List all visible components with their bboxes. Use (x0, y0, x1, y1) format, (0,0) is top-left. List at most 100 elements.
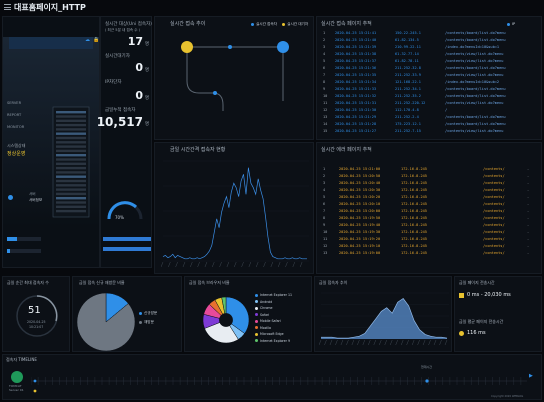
table-cell: /contents/ (483, 237, 505, 241)
table-row[interactable]: 1 2020-04-25 15:21:41 150.22.245.1/content… (323, 31, 537, 37)
table-cell: 172.16.8.245 (401, 216, 427, 220)
table-row[interactable]: 3 2020-04-25 15:21:39 210.99.22.11/index.d… (323, 45, 537, 51)
device-label: 서버 (29, 192, 36, 196)
table-cell: 2020-04-25 15:20:30 (339, 188, 381, 192)
table-row[interactable]: 4 2020-04-25 15:21:38 61.32.77.14/contents… (323, 52, 537, 58)
x-tick (219, 261, 222, 268)
table-cell: 172.16.8.245 (401, 237, 427, 241)
series-line (162, 167, 307, 260)
table-row[interactable]: 11 2020-04-25 15:19:20 172.16.8.245/conten… (323, 237, 537, 243)
table-row[interactable]: 10 2020-04-25 15:19:30 172.16.8.245/conten… (323, 230, 537, 236)
table-cell: 9 (323, 87, 326, 91)
flow-title: 실시간 접속 추이 (170, 21, 206, 27)
table-cell: 2020-04-25 15:19:40 (339, 223, 381, 227)
legend-item: Internet Explorer 11 (255, 293, 311, 300)
table-cell: /index.do?menuId=10&sub=2 (445, 80, 500, 84)
top-bar: 대표홈페이지_HTTP (0, 0, 544, 14)
rack-unit (56, 111, 86, 114)
stat-bar-2 (103, 247, 151, 251)
table-row[interactable]: 5 2020-04-25 15:21:37 61.82.78.11/contents… (323, 59, 537, 65)
x-tick (340, 339, 344, 346)
table-cell: /contents/ (483, 251, 505, 255)
table-cell: 12 (323, 244, 328, 248)
table-cell: 210.99.22.11 (395, 45, 421, 49)
table-row[interactable]: 7 2020-04-25 15:20:00 172.16.8.245/content… (323, 209, 537, 215)
trend-title: 금일 접속자 추이 (319, 280, 348, 285)
new-vs-return-panel: 금일 접속 신규 재방문 비율 신규방문 재방문 (72, 276, 182, 352)
table-row[interactable]: 2 2020-04-25 15:20:50 172.16.8.245/content… (323, 174, 537, 180)
x-tick (373, 339, 376, 346)
table-row[interactable]: 7 2020-04-25 15:21:35 211.252.33.9/content… (323, 73, 537, 79)
table-row[interactable]: 12 2020-04-25 15:21:30 112.170.4.8 / (323, 108, 537, 114)
table-cell: 10 (323, 230, 328, 234)
table-cell: 2020-04-25 15:21:32 (335, 94, 377, 98)
server-label-2: REPORT (7, 113, 22, 117)
table-row[interactable]: 5 2020-04-25 15:20:20 172.16.8.245/content… (323, 195, 537, 201)
new-vs-return-legend: 신규방문 재방문 (139, 311, 157, 325)
x-tick (299, 261, 303, 268)
table-cell: 4 (323, 52, 326, 56)
hourly-chart-panel: 금일 시간간격 접속자 현황 (154, 142, 314, 274)
legend-item: Android (255, 300, 311, 307)
status-value: 정상운영 (7, 151, 26, 157)
table-row[interactable]: 6 2020-04-25 15:20:10 172.16.8.245/content… (323, 202, 537, 208)
table-cell: - (527, 167, 530, 171)
table-row[interactable]: 14 2020-04-25 15:21:28 175.223.12.1/conten… (323, 122, 537, 128)
table-cell: 7 (323, 209, 326, 213)
table-cell: 11 (323, 101, 328, 105)
table-cell: 211.252.34.1 (395, 87, 421, 91)
rack-unit (56, 136, 86, 140)
x-tick (335, 339, 338, 346)
rack-unit (56, 205, 86, 208)
server-icon (11, 371, 23, 383)
table-row[interactable]: 6 2020-04-25 15:21:36 211.252.32.8/content… (323, 66, 537, 72)
table-row[interactable]: 1 2020-04-25 15:21:00 172.16.8.245/content… (323, 167, 537, 173)
max-users-panel: 금일 순간 최대 접속자 수 51 2020-04-25 10:21:07 (2, 276, 70, 352)
rack-unit (56, 179, 86, 183)
table-row[interactable]: 13 2020-04-25 15:19:00 172.16.8.245/conten… (323, 251, 537, 257)
table-cell: /contents/ (483, 223, 505, 227)
server-sub: Server 01 (9, 388, 24, 392)
x-tick (270, 261, 274, 268)
table-row[interactable]: 2 2020-04-25 15:21:40 61.82.134.5/contents… (323, 38, 537, 44)
table-row[interactable]: 13 2020-04-25 15:21:29 211.252.2.4/content… (323, 115, 537, 121)
waiting-unit: 명 (144, 68, 149, 73)
error-pages-panel: 실시간 에러 페이지 추적 1 2020-04-25 15:21:00 172.16… (316, 142, 542, 274)
x-tick (422, 339, 426, 346)
table-cell: 7 (323, 73, 326, 77)
table-cell: 211.252.220.12 (395, 101, 426, 105)
rack-unit (56, 123, 86, 127)
table-row[interactable]: 12 2020-04-25 15:19:10 172.16.8.245/conten… (323, 244, 537, 250)
table-row[interactable]: 11 2020-04-25 15:21:31 211.252.220.12/cont… (323, 101, 537, 107)
timeline-scroll-right[interactable]: ▶ (529, 373, 533, 379)
table-cell: 211.252.2.4 (395, 115, 419, 119)
table-cell: /contents/board/list.do?menu (445, 66, 506, 70)
flow-legend-users: 실시간 접속자 (256, 22, 277, 26)
table-cell: 2020-04-25 15:21:40 (335, 38, 377, 42)
table-cell: 2020-04-25 15:21:28 (335, 122, 377, 126)
table-row[interactable]: 4 2020-04-25 15:20:30 172.16.8.245/content… (323, 188, 537, 194)
menu-icon[interactable] (4, 4, 11, 10)
x-tick (197, 261, 200, 268)
table-row[interactable]: 15 2020-04-25 15:21:27 211.252.7.15/conten… (323, 129, 537, 135)
realtime-pages-panel: 실시간 접속 페이지 추적 IP 1 2020-04-25 15:21:41 150… (316, 16, 542, 140)
x-tick (226, 261, 230, 268)
table-cell: 6 (323, 202, 326, 206)
table-cell: /contents/view/list.do?menu (445, 129, 504, 133)
x-tick (263, 261, 266, 268)
table-row[interactable]: 8 2020-04-25 15:19:50 172.16.8.245/content… (323, 216, 537, 222)
table-row[interactable]: 3 2020-04-25 15:20:40 172.16.8.245/content… (323, 181, 537, 187)
bookmark-icon (8, 195, 13, 200)
table-cell: /contents/ (483, 195, 505, 199)
table-cell: /contents/board/list.do?menu (445, 38, 506, 42)
server-name: TOMCAT (9, 384, 22, 388)
table-cell: 172.16.8.245 (401, 202, 427, 206)
table-row[interactable]: 9 2020-04-25 15:21:33 211.252.34.1/content… (323, 87, 537, 93)
table-row[interactable]: 10 2020-04-25 15:21:32 211.252.35.2/conten… (323, 94, 537, 100)
table-row[interactable]: 9 2020-04-25 15:19:40 172.16.8.245/content… (323, 223, 537, 229)
rack-unit (56, 171, 86, 174)
x-tick (406, 339, 409, 346)
table-row[interactable]: 8 2020-04-25 15:21:34 121.168.22.1/index.d… (323, 80, 537, 86)
today-unit: 명 (144, 122, 149, 127)
left-meter-2 (7, 249, 41, 253)
